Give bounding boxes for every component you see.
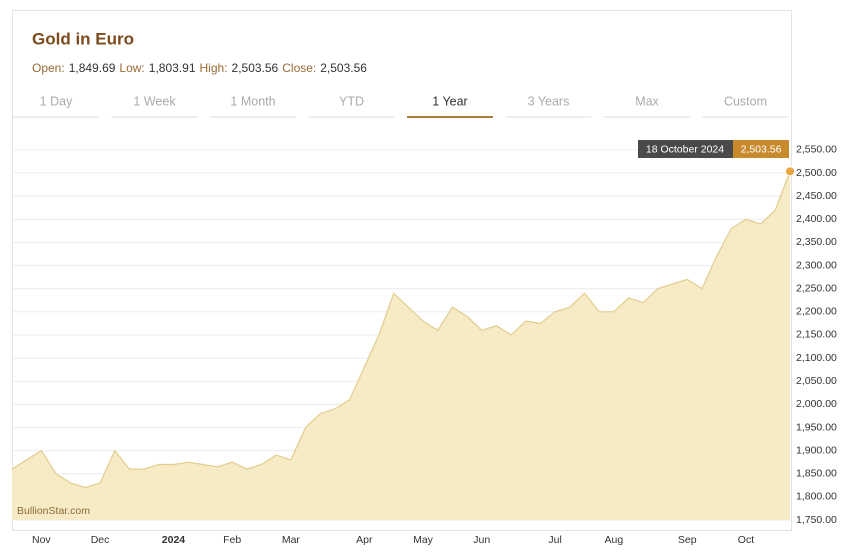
x-tick-label: Dec (91, 534, 110, 546)
x-tick-label: Feb (223, 534, 241, 546)
y-tick-label: 2,050.00 (796, 375, 837, 387)
y-tick-label: 1,950.00 (796, 421, 837, 433)
x-tick-label: Jul (548, 534, 561, 546)
stat-value: 1,803.91 (149, 61, 196, 75)
tab[interactable]: 1 Day (40, 94, 73, 108)
tooltip-date: 18 October 2024 (646, 143, 724, 155)
stat-value: 2,503.56 (320, 61, 367, 75)
marker (785, 166, 795, 177)
x-tick-label: Apr (356, 534, 373, 546)
tab[interactable]: 1 Year (432, 94, 467, 108)
x-tick-label: Mar (282, 534, 301, 546)
y-tick-label: 2,250.00 (796, 282, 837, 294)
tooltip-value-box (733, 140, 789, 158)
tooltip-value: 2,503.56 (741, 143, 782, 155)
y-tick-label: 2,200.00 (796, 306, 837, 318)
stats: Open: 1,849.69 Low: 1,803.91 High: 2,503.56 Cl… (32, 61, 367, 75)
line (11, 171, 791, 489)
stat-value: 1,849.69 (69, 61, 116, 75)
x-tick-label: 2024 (162, 534, 186, 546)
x-tick-label: Aug (605, 534, 624, 546)
y-tick-label: 1,850.00 (796, 468, 837, 480)
y-tick-label: 1,800.00 (796, 491, 837, 503)
tab[interactable]: 1 Month (230, 94, 275, 108)
card (12, 10, 792, 531)
area (12, 171, 790, 520)
tab[interactable]: Custom (724, 94, 767, 108)
stat-label: Close: (282, 61, 316, 75)
x-tick-label: Jun (473, 534, 490, 546)
tab[interactable]: 3 Years (528, 94, 570, 108)
y-tick-label: 2,300.00 (796, 259, 837, 271)
stat-label: High: (200, 61, 228, 75)
tab[interactable]: Max (635, 94, 659, 108)
y-tick-label: 1,750.00 (796, 514, 837, 526)
y-tick-label: 2,350.00 (796, 236, 837, 248)
x-tick-label: May (413, 534, 434, 546)
y-tick-label: 2,150.00 (796, 329, 837, 341)
y-tick-label: 2,550.00 (796, 144, 837, 156)
y-tick-label: 1,900.00 (796, 444, 837, 456)
tooltip-date-box (638, 140, 733, 158)
y-tick-label: 2,450.00 (796, 190, 837, 202)
watermark: BullionStar.com (17, 505, 90, 517)
tab[interactable]: 1 Week (133, 94, 176, 108)
x-tick-label: Sep (678, 534, 697, 546)
stat-value: 2,503.56 (232, 61, 279, 75)
x-tick-label: Nov (32, 534, 51, 546)
chart-title: Gold in Euro (32, 29, 134, 48)
stat-label: Low: (119, 61, 144, 75)
y-tick-label: 2,000.00 (796, 398, 837, 410)
y-tick-label: 2,500.00 (796, 167, 837, 179)
tab[interactable]: YTD (339, 94, 364, 108)
x-tick-label: Oct (738, 534, 754, 546)
stat-label: Open: (32, 61, 65, 75)
y-tick-label: 2,100.00 (796, 352, 837, 364)
y-tick-label: 2,400.00 (796, 213, 837, 225)
